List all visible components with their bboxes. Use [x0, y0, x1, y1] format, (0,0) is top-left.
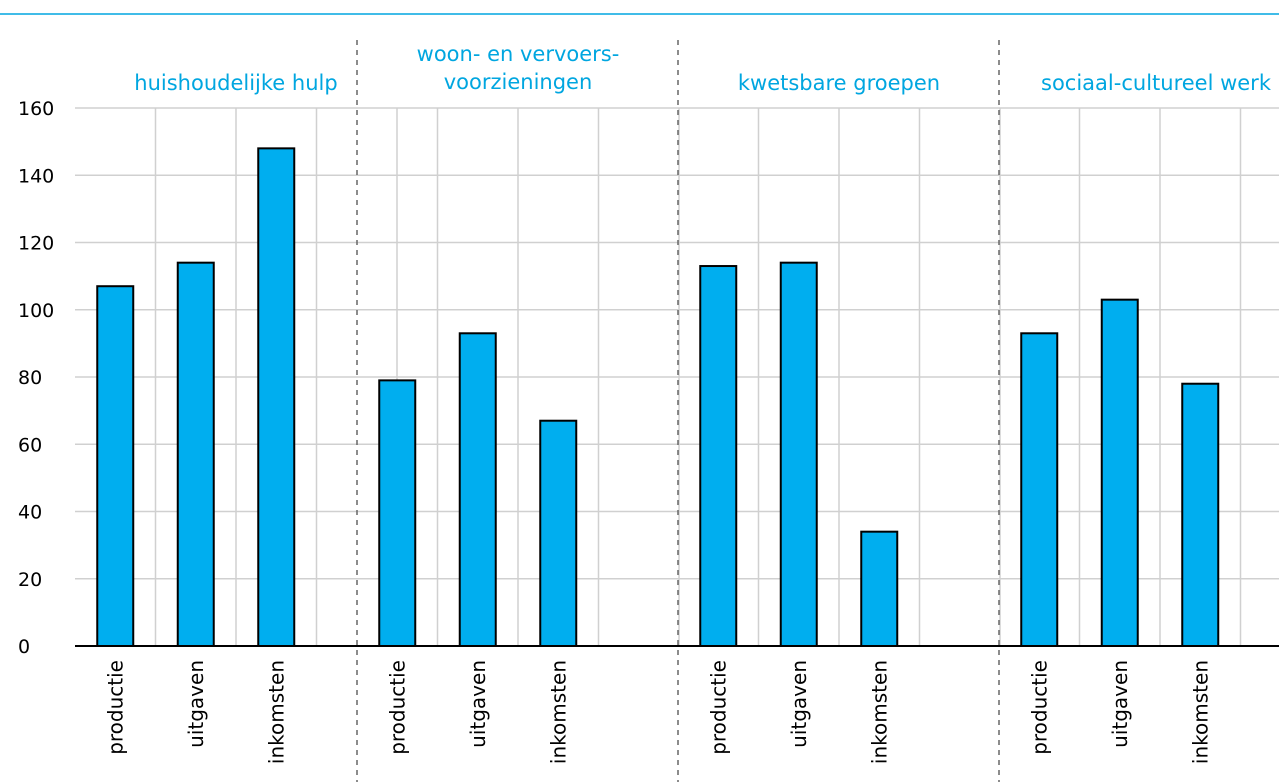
group-title-0-line-0: huishoudelijke hulp — [134, 71, 337, 95]
y-tick-label: 120 — [18, 233, 54, 255]
bar-1-uitgaven — [458, 332, 497, 647]
y-tick-label: 100 — [18, 300, 54, 322]
bar-2-productie — [699, 265, 738, 647]
x-tick-label: productie — [706, 660, 730, 755]
y-tick-label: 80 — [18, 367, 42, 389]
x-tick-label: uitgaven — [1108, 660, 1132, 748]
x-tick-label: uitgaven — [184, 660, 208, 748]
x-tick-label: inkomsten — [264, 660, 288, 764]
x-tick-label: productie — [1027, 660, 1051, 755]
y-tick-label: 160 — [18, 98, 54, 120]
bar-3-productie — [1020, 332, 1059, 647]
bar-1-inkomsten — [539, 419, 578, 647]
x-tick-label: uitgaven — [787, 660, 811, 748]
bar-0-inkomsten — [257, 147, 296, 647]
bar-2-inkomsten — [860, 530, 899, 647]
bars-layer — [96, 147, 1220, 647]
x-tick-label: inkomsten — [546, 660, 570, 764]
bar-0-productie — [96, 285, 135, 647]
grid-layer — [75, 107, 1279, 646]
bar-3-inkomsten — [1181, 382, 1220, 647]
group-title-3-line-0: sociaal-cultureel werk — [1041, 71, 1272, 95]
bar-0-uitgaven — [176, 261, 215, 647]
x-tick-label: inkomsten — [867, 660, 891, 764]
bar-1-productie — [378, 379, 417, 647]
x-tick-label: uitgaven — [466, 660, 490, 748]
y-tick-label: 40 — [18, 502, 42, 524]
y-tick-label: 140 — [18, 165, 54, 187]
group-separators — [356, 40, 1000, 782]
y-tick-label: 60 — [18, 434, 42, 456]
y-axis-ticks: 0 20 40 60 80 100 120 140 160 — [18, 98, 54, 658]
y-tick-label: 20 — [18, 569, 42, 591]
bar-3-uitgaven — [1100, 298, 1139, 647]
y-tick-label: 0 — [18, 636, 30, 658]
group-title-1-line-1: voorzieningen — [444, 70, 593, 94]
bar-2-uitgaven — [779, 261, 818, 647]
group-title-1-line-0: woon- en vervoers- — [417, 42, 620, 66]
group-title-2-line-0: kwetsbare groepen — [738, 71, 940, 95]
group-titles: huishoudelijke hulp woon- en vervoers-voo… — [134, 42, 1272, 95]
x-axis-ticks: productie uitgaven inkomsten productie uitga… — [103, 660, 1212, 764]
x-tick-label: inkomsten — [1188, 660, 1212, 764]
x-tick-label: productie — [103, 660, 127, 755]
x-tick-label: productie — [385, 660, 409, 755]
